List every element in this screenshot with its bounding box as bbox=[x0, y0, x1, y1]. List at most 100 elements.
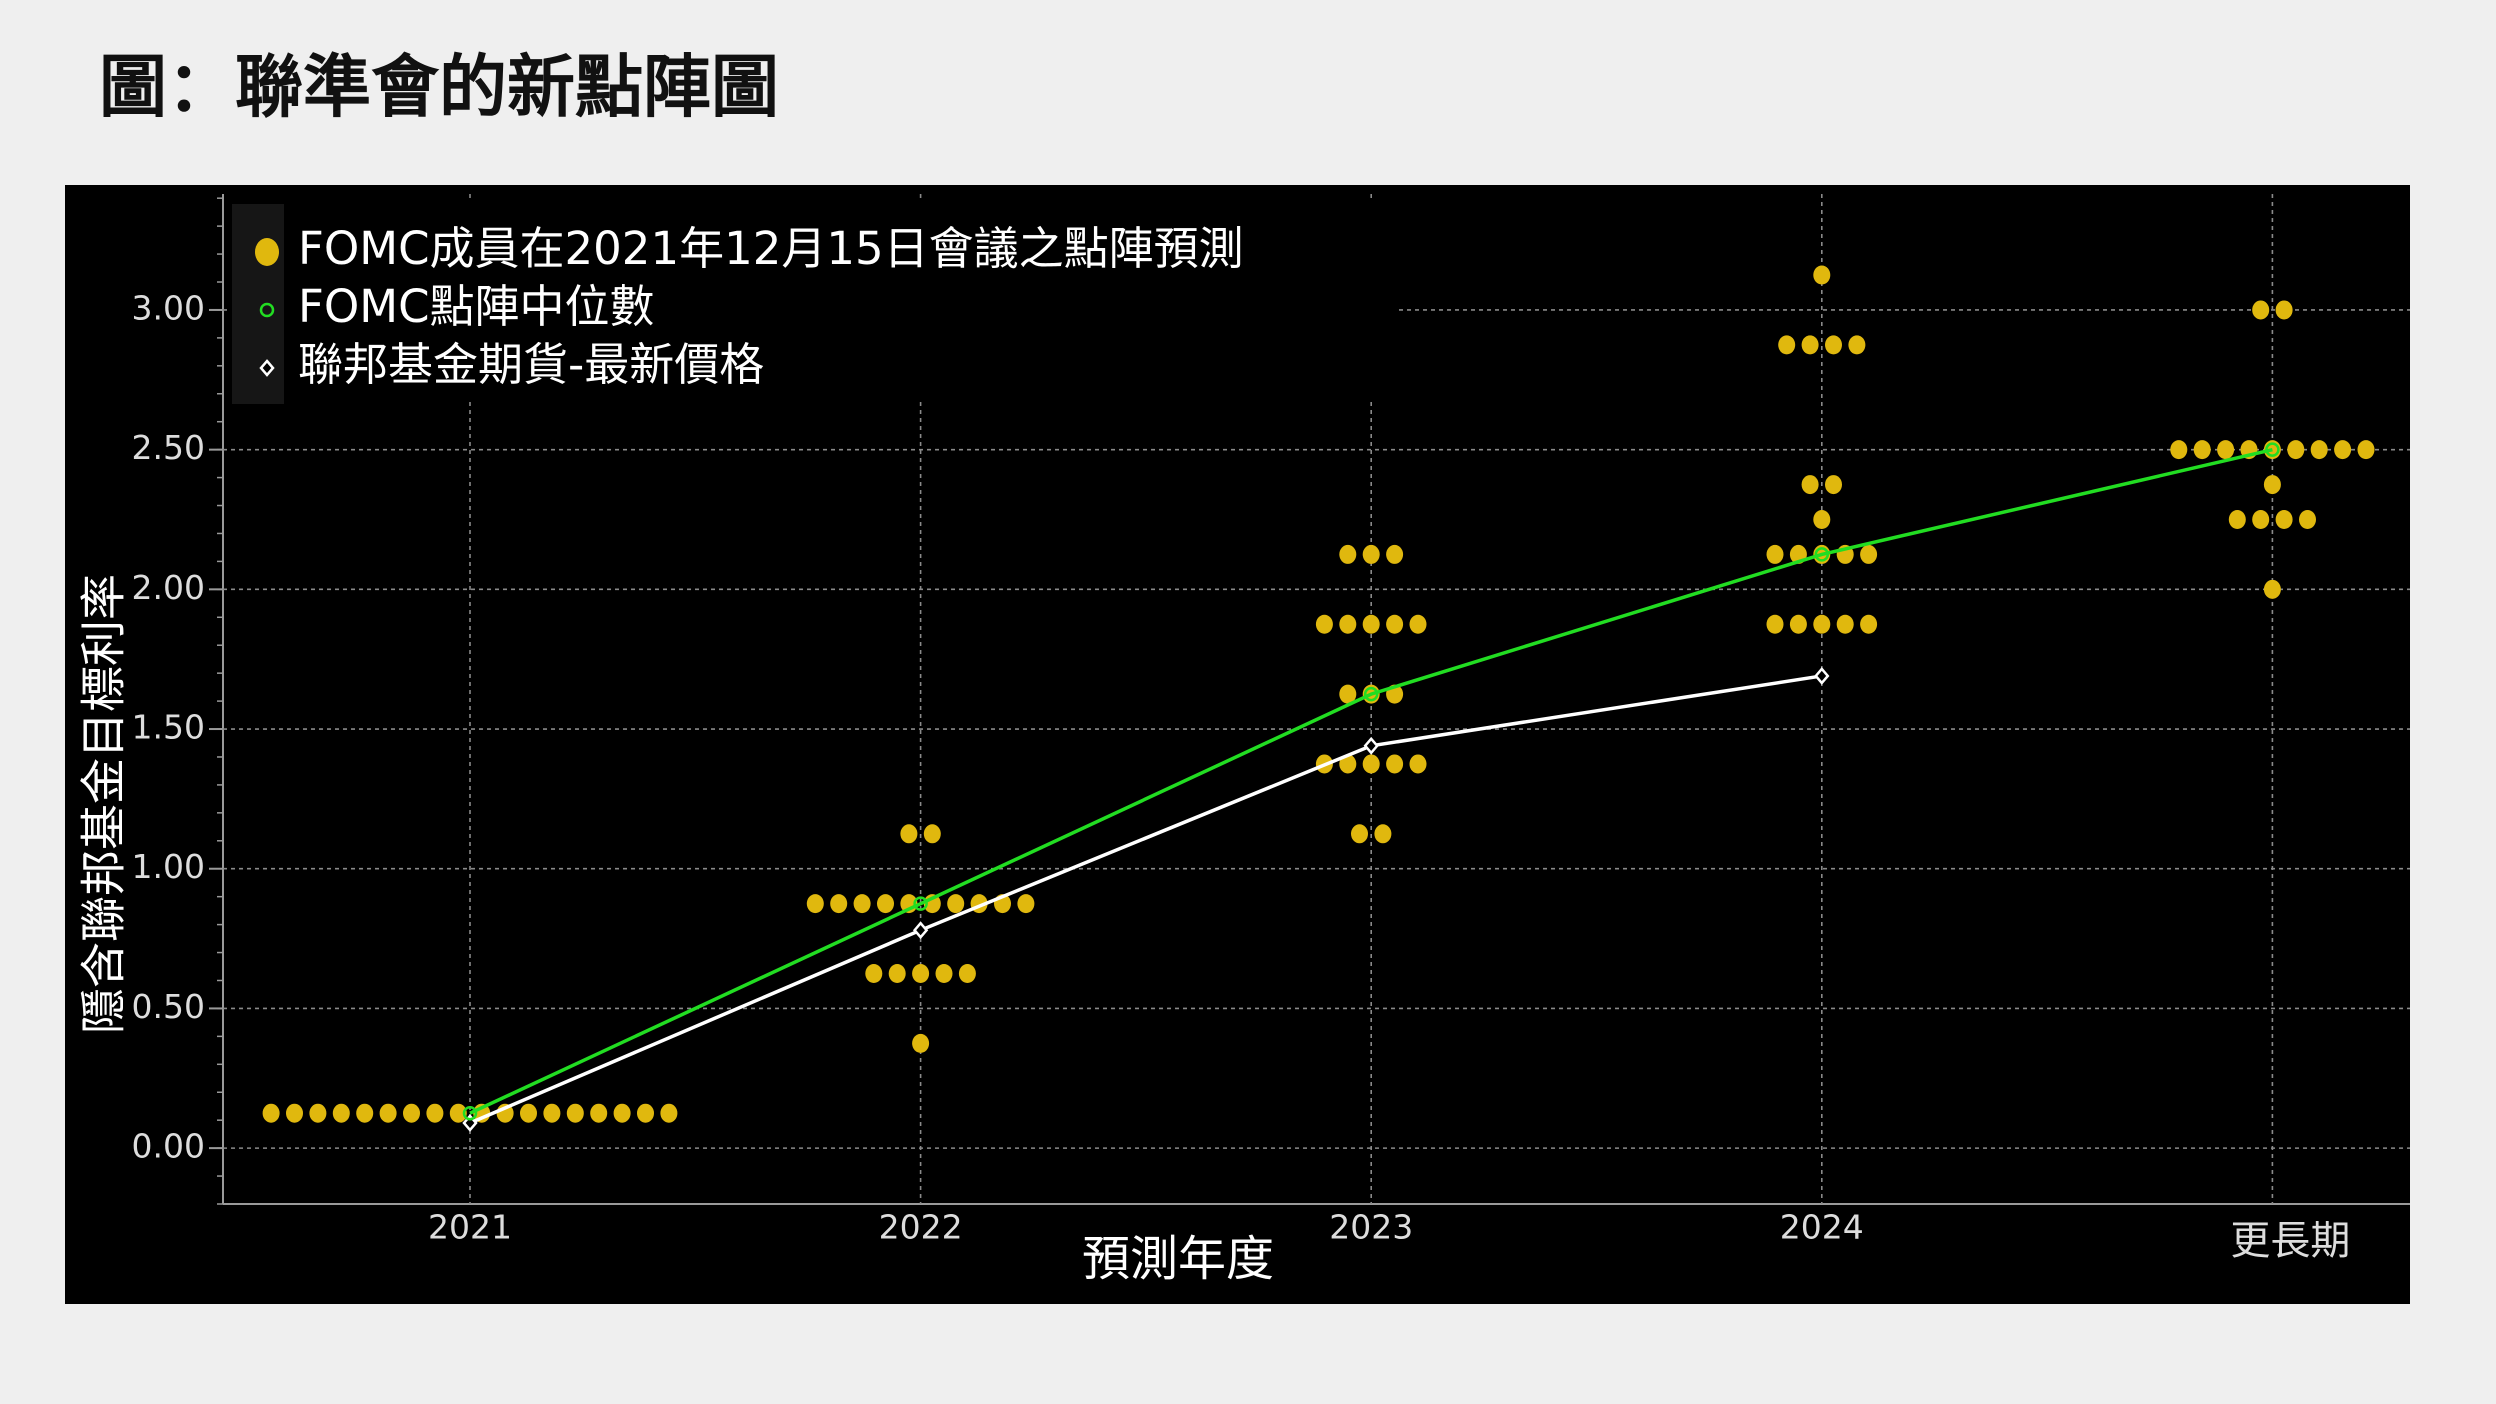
dot bbox=[356, 1103, 374, 1123]
x-tick-label: 2021 bbox=[428, 1208, 512, 1247]
dot bbox=[1017, 894, 1035, 914]
x-tick-label: 2022 bbox=[879, 1208, 963, 1247]
dot bbox=[2228, 509, 2246, 529]
line-marker bbox=[462, 1105, 478, 1121]
dot bbox=[958, 964, 976, 984]
x-tick-label: 更長期 bbox=[2230, 1218, 2350, 1264]
dot bbox=[1339, 754, 1357, 774]
dot bbox=[1766, 614, 1784, 634]
dot bbox=[1315, 614, 1333, 634]
dot bbox=[912, 964, 930, 984]
legend-marker bbox=[259, 359, 275, 377]
dot bbox=[1789, 614, 1807, 634]
dot bbox=[566, 1103, 584, 1123]
dot bbox=[935, 964, 953, 984]
y-tick-label: 1.00 bbox=[132, 847, 205, 886]
dot bbox=[1339, 684, 1357, 704]
dot bbox=[865, 964, 883, 984]
dot bbox=[1836, 614, 1854, 634]
dot bbox=[1362, 614, 1380, 634]
dot bbox=[1813, 265, 1831, 285]
dot bbox=[2299, 509, 2316, 529]
dot bbox=[923, 824, 941, 844]
dot bbox=[1386, 544, 1404, 564]
line-marker bbox=[912, 921, 929, 940]
dot bbox=[2263, 475, 2281, 495]
legend-label: 聯邦基金期貨-最新價格 bbox=[298, 338, 764, 391]
dot bbox=[2170, 440, 2188, 460]
y-tick-label: 3.00 bbox=[132, 288, 205, 327]
dot bbox=[2357, 440, 2375, 460]
legend-marker-column bbox=[232, 204, 284, 404]
y-tick-label: 0.50 bbox=[132, 987, 205, 1026]
dot bbox=[2252, 300, 2270, 320]
dot bbox=[520, 1103, 537, 1123]
dot bbox=[2252, 509, 2270, 529]
line-marker bbox=[1814, 547, 1830, 562]
dot bbox=[900, 824, 918, 844]
dot bbox=[1860, 614, 1878, 634]
dot bbox=[912, 1033, 930, 1053]
legend-marker bbox=[259, 302, 275, 318]
dot bbox=[1339, 614, 1357, 634]
y-tick-label: 0.00 bbox=[132, 1127, 205, 1166]
dot bbox=[1409, 754, 1427, 774]
y-tick-label: 1.50 bbox=[132, 708, 205, 747]
dot bbox=[1813, 614, 1831, 634]
dot bbox=[1813, 509, 1831, 529]
y-tick-label: 2.00 bbox=[132, 568, 205, 607]
dot bbox=[660, 1103, 678, 1123]
dot bbox=[449, 1103, 467, 1123]
dot bbox=[806, 894, 824, 914]
dot bbox=[1778, 335, 1796, 355]
dot bbox=[2287, 440, 2305, 460]
dot bbox=[2275, 509, 2293, 529]
dot bbox=[1351, 824, 1368, 844]
line-marker bbox=[913, 896, 928, 911]
dot bbox=[2263, 579, 2281, 599]
dot bbox=[1801, 335, 1819, 355]
dot bbox=[332, 1103, 350, 1123]
chart-title: 圖：聯準會的新點陣圖 bbox=[99, 49, 779, 128]
dot bbox=[1801, 475, 1819, 495]
dot bbox=[262, 1103, 280, 1123]
dot bbox=[590, 1103, 608, 1123]
dot bbox=[1374, 824, 1392, 844]
series-line bbox=[469, 447, 2273, 1115]
dot bbox=[426, 1103, 444, 1123]
dot bbox=[2193, 440, 2211, 460]
dot bbox=[286, 1103, 303, 1123]
dot bbox=[1386, 754, 1404, 774]
dot bbox=[1825, 475, 1842, 495]
dot bbox=[403, 1103, 420, 1123]
dot bbox=[853, 894, 871, 914]
dot bbox=[1339, 544, 1357, 564]
dot bbox=[1825, 335, 1842, 355]
x-axis-label: 預測年度 bbox=[1082, 1231, 1274, 1287]
legend-marker bbox=[255, 238, 279, 266]
y-axis-label: 隱含聯邦基金目標利率 bbox=[77, 574, 131, 1034]
dot bbox=[2334, 440, 2352, 460]
x-tick-label: 2024 bbox=[1780, 1208, 1864, 1247]
legend-background bbox=[229, 201, 1399, 401]
dot bbox=[1766, 544, 1784, 564]
dot bbox=[2310, 440, 2328, 460]
dot bbox=[379, 1103, 397, 1123]
line-marker bbox=[1363, 686, 1379, 702]
dot bbox=[830, 894, 848, 914]
dot bbox=[543, 1103, 561, 1123]
dot bbox=[309, 1103, 327, 1123]
dot bbox=[1362, 754, 1380, 774]
dot bbox=[1860, 544, 1878, 564]
dot bbox=[613, 1103, 631, 1123]
dot bbox=[877, 894, 894, 914]
line-marker bbox=[1363, 736, 1379, 755]
dot bbox=[1848, 335, 1866, 355]
dot bbox=[1362, 544, 1380, 564]
line-marker bbox=[1814, 667, 1830, 685]
dot bbox=[1409, 614, 1427, 634]
legend-label: FOMC成員在2021年12月15日會議之點陣預測 bbox=[298, 222, 1244, 275]
x-tick-label: 2023 bbox=[1329, 1208, 1413, 1247]
